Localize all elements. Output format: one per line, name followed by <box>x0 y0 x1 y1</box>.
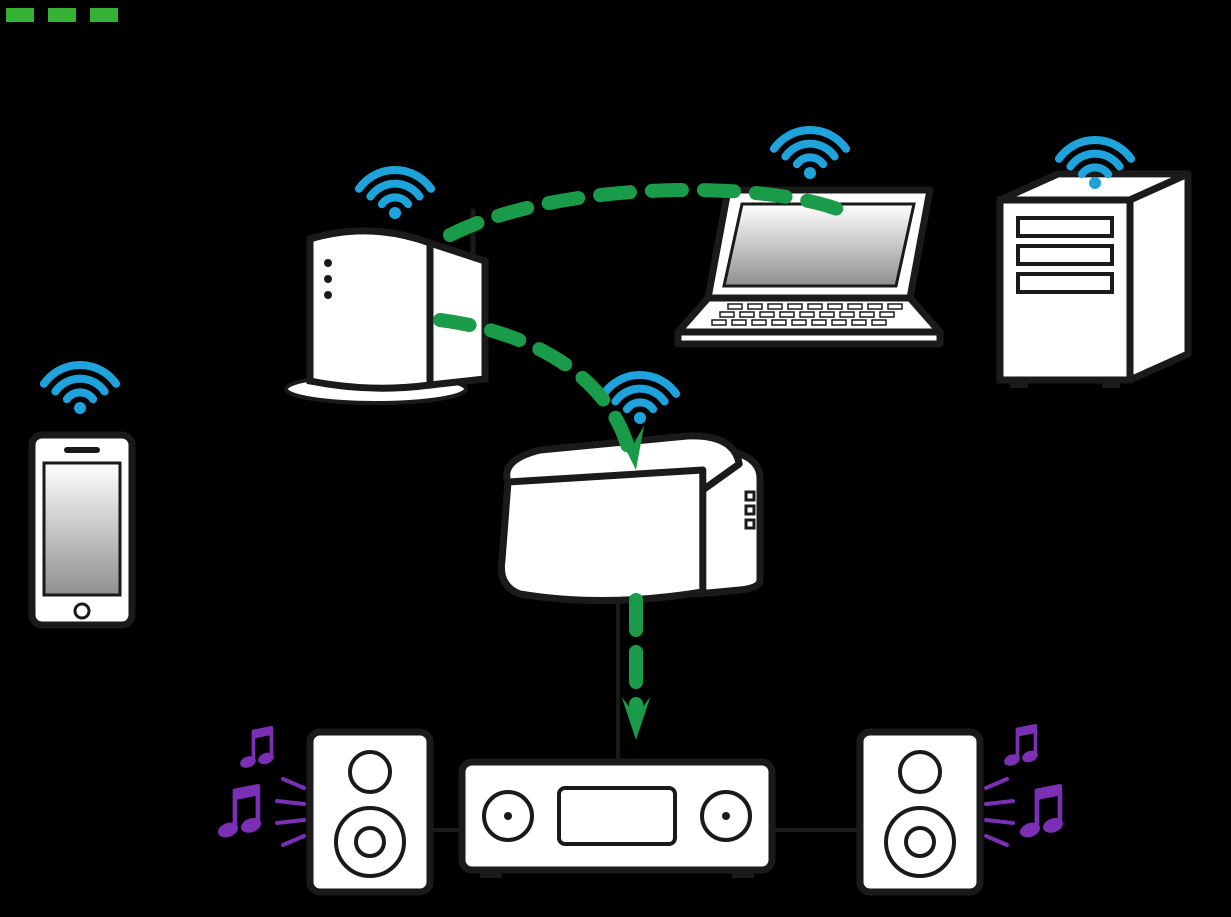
music-note-icon <box>239 728 276 770</box>
wifi-icon <box>44 365 116 414</box>
amplifier <box>462 762 772 878</box>
sound-waves-icon <box>986 779 1013 845</box>
wifi-icon <box>774 130 846 179</box>
nas <box>1000 174 1188 388</box>
smartphone <box>32 435 132 625</box>
music-note-icon <box>216 786 263 840</box>
wifi-icon <box>359 170 431 219</box>
music-note-icon <box>1018 786 1065 840</box>
sound-waves-icon <box>277 779 304 845</box>
speaker-right <box>860 732 980 892</box>
music-note-icon <box>1003 726 1040 768</box>
legend-signal <box>6 8 118 22</box>
laptop <box>678 190 940 344</box>
speaker-left <box>310 732 430 892</box>
streaming-device <box>501 436 760 601</box>
